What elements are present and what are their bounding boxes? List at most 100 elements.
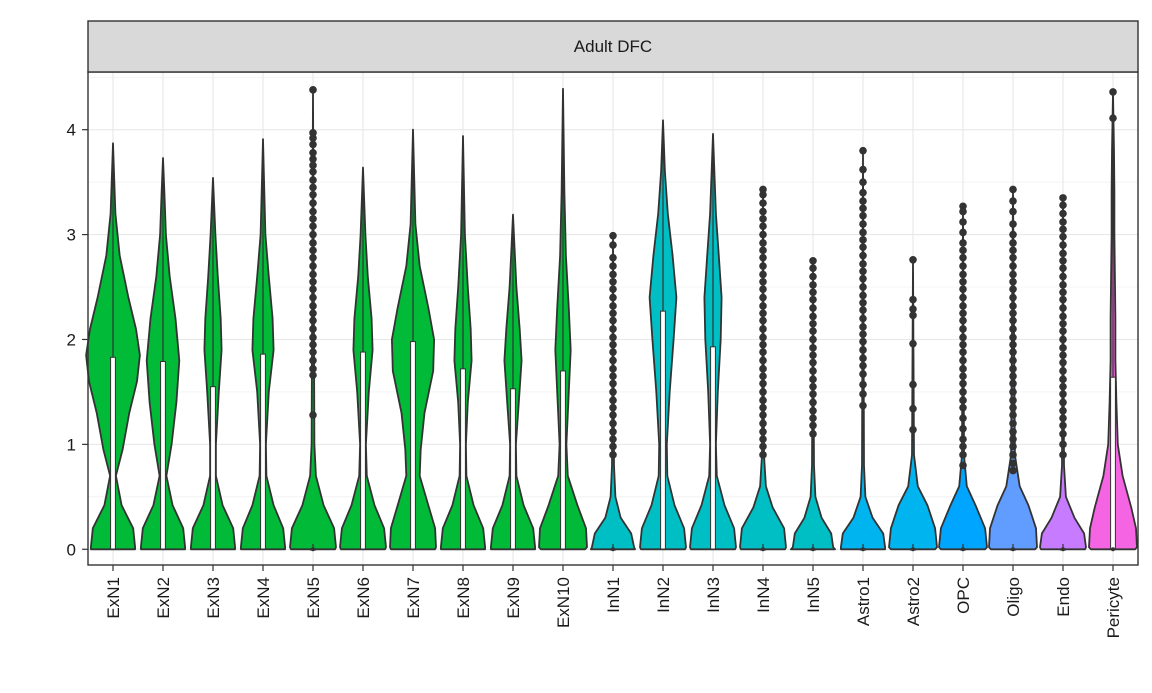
outlier-point <box>759 185 767 194</box>
outlier-point <box>309 207 317 216</box>
outlier-point <box>1009 356 1017 365</box>
outlier-point <box>759 230 767 239</box>
outlier-point <box>1009 379 1017 388</box>
x-tick-label: ExN7 <box>404 577 423 619</box>
outlier-point <box>1059 194 1067 202</box>
outlier-point <box>1009 185 1017 194</box>
box <box>210 386 216 550</box>
outlier-point <box>1059 241 1067 249</box>
outlier-point <box>759 435 767 443</box>
y-tick-label: 0 <box>67 540 76 559</box>
outlier-point <box>1009 302 1017 310</box>
outlier-point <box>609 442 617 451</box>
outlier-point <box>1009 230 1017 239</box>
outlier-point <box>609 231 617 240</box>
outlier-point <box>1009 325 1017 333</box>
outlier-point <box>1109 88 1117 96</box>
box <box>510 388 516 550</box>
outlier-point <box>309 129 317 137</box>
outlier-point <box>309 348 317 356</box>
outlier-point <box>761 547 765 552</box>
outlier-point <box>1009 348 1017 356</box>
outlier-point <box>309 253 317 262</box>
outlier-point <box>959 202 967 211</box>
outlier-point <box>809 367 817 375</box>
outlier-point <box>809 407 817 415</box>
outlier-point <box>959 396 967 405</box>
outlier-point <box>759 190 767 199</box>
outlier-point <box>309 86 317 94</box>
outlier-point <box>959 356 967 365</box>
outlier-point <box>1109 114 1117 122</box>
outlier-point <box>809 327 817 335</box>
outlier-point <box>859 220 867 228</box>
outlier-point <box>859 330 867 339</box>
outlier-point <box>1059 249 1067 258</box>
x-tick-label: ExN2 <box>154 577 173 619</box>
outlier-point <box>809 375 817 384</box>
outlier-point <box>759 262 767 270</box>
outlier-point <box>309 140 317 149</box>
outlier-point <box>309 293 317 302</box>
outlier-point <box>1009 451 1017 459</box>
outlier-point <box>1009 309 1017 318</box>
outlier-point <box>309 262 317 270</box>
outlier-point <box>1009 239 1017 247</box>
outlier-point <box>959 340 967 349</box>
outlier-point <box>859 188 867 197</box>
outlier-point <box>909 404 917 413</box>
outlier-point <box>1059 232 1067 241</box>
outlier-point <box>609 435 617 443</box>
outlier-point <box>609 293 617 302</box>
box <box>560 370 566 550</box>
outlier-point <box>1059 451 1067 459</box>
outlier-point <box>809 272 817 281</box>
outlier-point <box>1059 225 1067 234</box>
box <box>160 361 166 550</box>
outlier-point <box>1009 388 1017 396</box>
y-tick-label: 4 <box>67 121 76 140</box>
outlier-point <box>1059 209 1067 218</box>
outlier-point <box>309 161 317 170</box>
outlier-point <box>809 430 817 438</box>
outlier-point <box>809 295 817 304</box>
outlier-point <box>859 228 867 237</box>
outlier-point <box>809 344 817 352</box>
outlier-point <box>1009 411 1017 419</box>
outlier-point <box>809 319 817 328</box>
outlier-point <box>809 335 817 344</box>
outlier-point <box>859 346 867 354</box>
outlier-point <box>859 390 867 398</box>
violins <box>85 86 1138 552</box>
outlier-point <box>959 246 967 255</box>
outlier-point <box>1009 246 1017 255</box>
outlier-point <box>859 314 867 323</box>
outlier-point <box>309 316 317 325</box>
outlier-point <box>859 323 867 331</box>
facet-strip <box>87 20 1139 73</box>
outlier-point <box>1059 390 1067 398</box>
x-tick-label: ExN10 <box>554 577 573 628</box>
outlier-point <box>609 340 617 349</box>
outlier-point <box>1059 264 1067 272</box>
outlier-point <box>759 396 767 405</box>
outlier-point <box>809 382 817 391</box>
outlier-point <box>909 425 917 434</box>
outlier-point <box>959 451 967 459</box>
outlier-point <box>959 270 967 279</box>
outlier-point <box>1059 281 1067 289</box>
x-tick-label: ExN8 <box>454 577 473 619</box>
outlier-point <box>609 419 617 428</box>
outlier-point <box>609 325 617 333</box>
outlier-point <box>1009 459 1017 468</box>
outlier-point <box>1009 207 1017 216</box>
outlier-point <box>859 236 867 244</box>
outlier-point <box>809 312 817 321</box>
x-tick-label: InN4 <box>754 577 773 613</box>
outlier-point <box>311 547 315 552</box>
outlier-point <box>859 197 867 205</box>
x-tick-label: Astro1 <box>854 577 873 626</box>
outlier-point <box>759 222 767 230</box>
outlier-point <box>1059 351 1067 360</box>
outlier-point <box>1059 430 1067 438</box>
